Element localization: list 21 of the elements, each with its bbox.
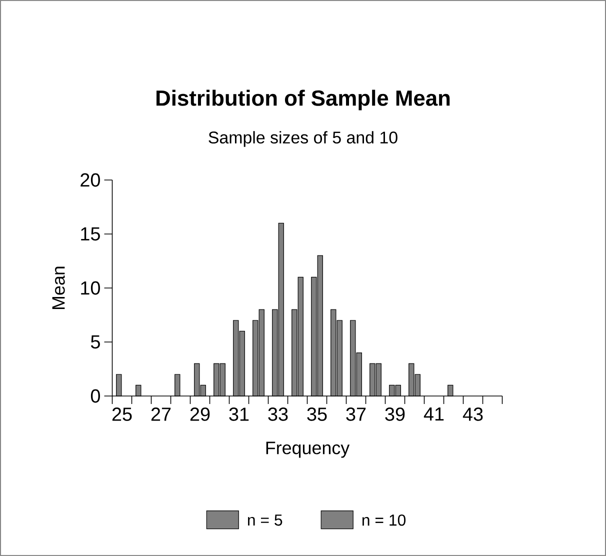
x-tick-label: 37: [346, 408, 366, 421]
y-tick-label: 5: [90, 335, 100, 349]
x-tick-label: 27: [151, 408, 171, 421]
x-tick-label: 33: [268, 408, 288, 421]
y-tick-label: 20: [80, 173, 100, 187]
y-tick-label: 10: [81, 281, 100, 295]
x-tick-label: 31: [229, 408, 249, 421]
x-tick-label: 29: [190, 408, 210, 421]
x-tick-label: 25: [112, 408, 132, 421]
x-tick-label: 39: [385, 408, 405, 421]
chart-subtitle: Sample sizes of 5 and 10: [208, 131, 398, 147]
x-tick-label: 41: [424, 408, 444, 421]
x-tick-label: 43: [462, 408, 483, 421]
chart-title: Distribution of Sample Mean: [156, 90, 450, 110]
y-tick-label: 0: [90, 389, 100, 403]
y-axis-title: Mean: [52, 266, 65, 309]
x-axis-title: Frequency: [266, 442, 350, 458]
legend-label: n = 5: [248, 514, 282, 526]
y-tick-label: 15: [81, 227, 100, 241]
legend-label: n = 10: [362, 514, 406, 526]
x-tick-label: 35: [307, 408, 327, 421]
